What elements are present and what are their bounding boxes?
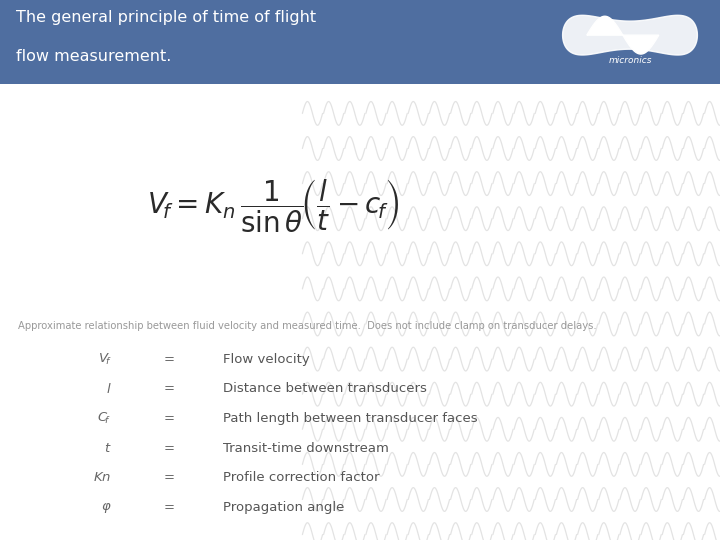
- Text: $\mathit{t}$: $\mathit{t}$: [104, 442, 112, 455]
- FancyBboxPatch shape: [0, 0, 720, 84]
- Polygon shape: [562, 15, 698, 55]
- Text: =: =: [163, 501, 175, 514]
- Text: micronics: micronics: [608, 56, 652, 65]
- Polygon shape: [587, 16, 659, 54]
- Text: $\mathit{V}_{\!f}$: $\mathit{V}_{\!f}$: [98, 352, 112, 367]
- Text: $\mathit{V}_{\!\mathit{f}}=\mathit{K}_{\mathit{n}}\,\dfrac{1}{\sin\theta}\!\left: $\mathit{V}_{\!\mathit{f}}=\mathit{K}_{\…: [148, 177, 400, 234]
- Text: =: =: [163, 353, 175, 366]
- Text: Approximate relationship between fluid velocity and measured time.  Does not inc: Approximate relationship between fluid v…: [18, 321, 597, 332]
- Text: flow measurement.: flow measurement.: [16, 49, 171, 64]
- Text: =: =: [163, 412, 175, 425]
- Text: $\mathit{Kn}$: $\mathit{Kn}$: [94, 471, 112, 484]
- Text: $\varphi$: $\varphi$: [101, 501, 112, 515]
- Text: Flow velocity: Flow velocity: [223, 353, 310, 366]
- Text: $\mathit{l}$: $\mathit{l}$: [106, 382, 112, 396]
- Text: =: =: [163, 382, 175, 395]
- Text: Propagation angle: Propagation angle: [223, 501, 345, 514]
- Text: Transit-time downstream: Transit-time downstream: [223, 442, 389, 455]
- Text: Profile correction factor: Profile correction factor: [223, 471, 379, 484]
- Text: Path length between transducer faces: Path length between transducer faces: [223, 412, 478, 425]
- Text: =: =: [163, 471, 175, 484]
- Text: Distance between transducers: Distance between transducers: [223, 382, 427, 395]
- Text: $\mathit{C}_{\!f}$: $\mathit{C}_{\!f}$: [97, 411, 112, 426]
- Text: =: =: [163, 442, 175, 455]
- FancyBboxPatch shape: [0, 84, 720, 540]
- Text: The general principle of time of flight: The general principle of time of flight: [16, 10, 316, 25]
